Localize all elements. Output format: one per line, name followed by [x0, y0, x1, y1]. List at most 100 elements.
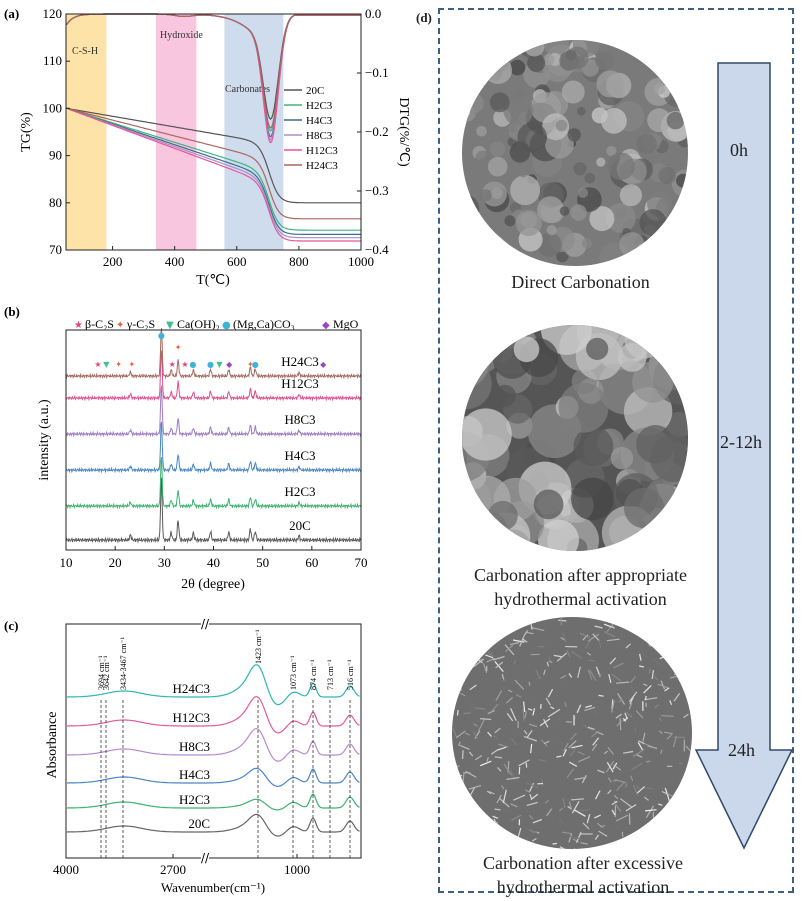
xrd-series-label-20c: 20C [289, 518, 311, 533]
y-tick-label-a-70: 70 [49, 242, 62, 257]
sem3-crystal-137 [642, 732, 646, 742]
sem3-crystal-156 [550, 706, 555, 710]
ftir-line-h2c3 [66, 793, 360, 811]
sem3-crystal-351 [524, 711, 527, 719]
sem3-crystal-94 [645, 760, 651, 763]
xrd-series-label-h2c3: H2C3 [284, 484, 315, 499]
sem3-crystal-352 [576, 704, 582, 714]
x-tick-label-c-1000: 1000 [284, 862, 310, 877]
sem3-crystal-146 [678, 762, 683, 765]
sem3-crystal-266 [645, 805, 655, 819]
sem3-crystal-131 [606, 638, 620, 642]
sem3-crystal-406 [492, 815, 499, 819]
y2-tick-label-a-4: −0.4 [365, 242, 389, 257]
sem3-crystal-312 [587, 633, 600, 642]
legend-label-a-h8c3: H8C3 [306, 130, 333, 142]
y2-tick-label-a-0: 0.0 [365, 6, 381, 21]
sem3-crystal-61 [559, 846, 566, 849]
sem3-crystal-403 [525, 781, 539, 789]
sem3-crystal-297 [607, 789, 612, 795]
sem3-crystal-39 [558, 619, 567, 622]
sem3-crystal-378 [645, 809, 657, 812]
sem3-crystal-150 [582, 724, 594, 732]
sem3-crystal-211 [543, 669, 546, 675]
x-axis-label-a: T(℃) [196, 273, 230, 288]
sem3-crystal-92 [458, 741, 461, 747]
sem1-grain-53 [658, 166, 676, 185]
y-tick-label-a-120: 120 [43, 6, 63, 21]
legend-label-a-h12c3: H12C3 [306, 145, 338, 157]
sem1-grain-125 [503, 95, 534, 126]
sem3-crystal-12 [642, 787, 654, 790]
x-tick-label-b-30: 30 [158, 555, 171, 570]
sem3-crystal-339 [613, 794, 619, 800]
time-arrow [694, 62, 794, 850]
ftir-series-label-h4c3: H4C3 [179, 767, 210, 782]
ftir-line-h24c3 [66, 664, 360, 706]
sem3-crystal-303 [503, 763, 513, 776]
sem3-crystal-306 [518, 759, 530, 767]
sem3-crystal-122 [644, 697, 658, 701]
sem3-crystal-228 [616, 781, 625, 792]
phase-marker-b-12: ✦ [247, 360, 254, 369]
sem3-crystal-63 [498, 743, 509, 748]
sem3-crystal-392 [648, 668, 651, 674]
sem3-crystal-179 [493, 734, 498, 739]
caption-excessive-activation: Carbonation after excessive hydrothermal… [483, 853, 683, 897]
sem3-crystal-206 [630, 685, 636, 694]
sem3-crystal-76 [512, 639, 525, 643]
sem3-crystal-216 [580, 842, 588, 845]
sem1-grain-67 [589, 206, 615, 232]
sem3-crystal-4 [472, 658, 485, 668]
sem3-crystal-282 [468, 751, 474, 757]
sem3-crystal-277 [603, 750, 609, 755]
sem3-crystal-18 [661, 714, 674, 717]
sem1-grain-94 [636, 133, 657, 155]
sem3-crystal-81 [578, 756, 591, 763]
sem3-crystal-310 [491, 703, 499, 712]
sem1-grain-58 [581, 238, 593, 249]
sem2-grain-69 [623, 487, 665, 529]
sem3-crystal-318 [502, 789, 507, 804]
sem3-crystal-319 [528, 814, 534, 820]
axis-break-bottom-mask [201, 854, 209, 862]
sem3-crystal-382 [606, 761, 614, 773]
sem3-crystal-402 [494, 808, 501, 811]
ftir-line-h4c3 [66, 767, 360, 787]
sem3-crystal-275 [535, 669, 541, 680]
phase-marker-b-1: ▼ [103, 360, 110, 369]
sem1-grain-104 [615, 208, 626, 219]
sem3-crystal-356 [510, 737, 517, 746]
phase-marker-b-8: ● [189, 360, 196, 369]
sem3-crystal-62 [660, 680, 666, 690]
tg-line-h8c3 [66, 107, 361, 239]
phase-marker-b-7: ★ [181, 360, 188, 369]
sem3-crystal-9 [582, 822, 590, 830]
ftir-series-label-h12c3: H12C3 [172, 710, 210, 725]
sem3-crystal-237 [517, 827, 522, 838]
sem3-crystal-292 [594, 814, 601, 819]
sem3-crystal-120 [633, 784, 638, 796]
sem3-crystal-214 [511, 814, 522, 821]
x-tick-label-b-50: 50 [256, 555, 269, 570]
y-tick-label-a-100: 100 [43, 100, 63, 115]
sem2-grain-48 [571, 477, 614, 521]
sem3-crystal-252 [519, 635, 525, 647]
sem1-grain-100 [559, 206, 570, 216]
sem3-crystal-93 [612, 676, 615, 683]
sem3-crystal-16 [497, 767, 502, 772]
sem3-crystal-330 [474, 707, 486, 710]
axis-break-bottom: // [201, 851, 210, 865]
sem1-grain-77 [596, 157, 606, 167]
sem3-crystal-165 [486, 790, 492, 795]
sem2-grain-76 [533, 489, 564, 520]
sem3-crystal-390 [579, 632, 590, 639]
sem3-crystal-324 [643, 684, 652, 694]
dtg-line-h2c3 [66, 13, 361, 132]
sem3-crystal-250 [543, 740, 550, 745]
sem3-crystal-314 [607, 746, 614, 755]
sem3-crystal-249 [664, 687, 670, 692]
plot-frame-c [65, 623, 362, 859]
legend-marker-b-2: ▼ [166, 320, 174, 331]
